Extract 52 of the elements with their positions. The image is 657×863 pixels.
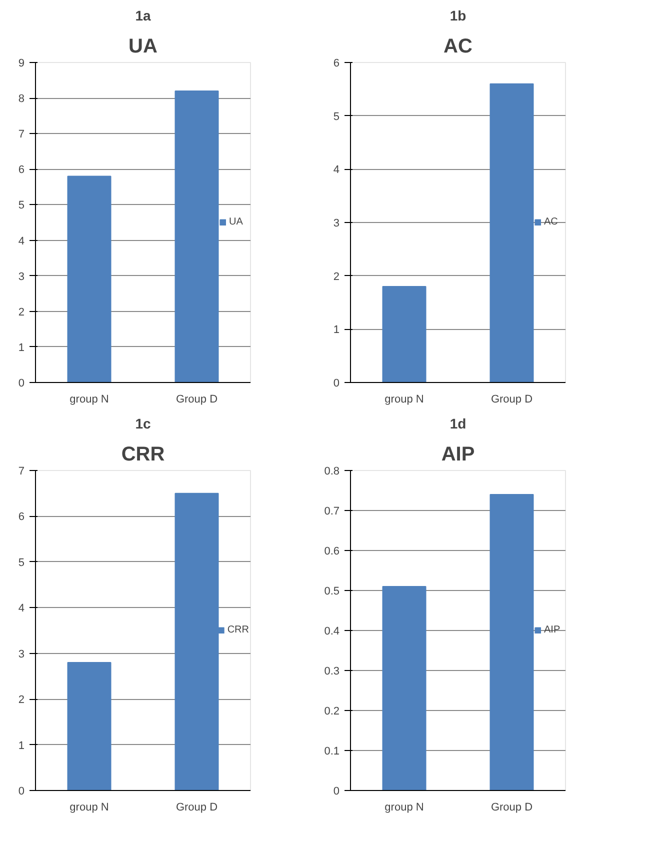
y-tick-label: 3	[18, 270, 25, 283]
x-tick-label: Group D	[176, 394, 218, 406]
y-tick-label: 5	[18, 200, 25, 212]
y-tick-label: 3	[333, 218, 340, 230]
y-tick-label: 8	[18, 93, 25, 106]
y-tick-label: 7	[18, 128, 25, 141]
y-tick-label: 2	[333, 270, 340, 283]
y-tick-label: 4	[18, 602, 25, 615]
y-tick-label: 6	[18, 164, 25, 176]
y-tick-label: 0.8	[324, 466, 340, 478]
y-tick-label: 7	[18, 466, 25, 478]
y-tick-label: 0.2	[324, 706, 340, 718]
chart-title: AIP	[441, 444, 475, 466]
y-tick-label: 4	[333, 164, 340, 176]
y-tick-label: 2	[18, 694, 25, 706]
x-tick-label: group N	[70, 394, 109, 406]
y-tick-label: 2	[18, 306, 25, 318]
x-tick-label: Group D	[490, 394, 533, 406]
y-tick-label: 0.6	[324, 546, 340, 558]
y-tick-label: 1	[18, 342, 25, 354]
y-tick-label: 5	[333, 110, 340, 123]
x-tick-label: group N	[384, 802, 424, 814]
x-tick-label: Group D	[176, 802, 218, 814]
x-tick-label: group N	[70, 802, 109, 814]
y-tick-label: 0	[333, 378, 340, 390]
y-tick-label: 6	[18, 511, 25, 524]
legend-label: CRR	[227, 624, 249, 636]
y-tick-label: 9	[18, 58, 25, 70]
y-tick-label: 3	[18, 648, 25, 660]
chart-title: UA	[128, 36, 158, 58]
x-tick-label: group N	[384, 394, 424, 406]
y-tick-label: 0	[18, 786, 25, 798]
text: 1a	[135, 8, 151, 24]
y-tick-label: 1	[18, 740, 25, 752]
y-tick-label: 6	[333, 58, 340, 70]
y-tick-label: 0.3	[324, 666, 340, 678]
legend-label: UA	[229, 216, 244, 228]
y-tick-label: 1	[333, 324, 340, 336]
y-tick-label: 0	[18, 378, 25, 390]
y-tick-label: 0	[333, 786, 340, 798]
y-tick-label: 0.4	[324, 626, 340, 638]
chart-title: AC	[444, 36, 472, 58]
text: 1d	[450, 416, 466, 432]
x-tick-label: Group D	[490, 802, 533, 814]
chart-title: CRR	[121, 444, 166, 466]
y-tick-label: 5	[18, 556, 25, 569]
y-tick-label: 0.5	[324, 586, 340, 598]
y-tick-label: 4	[18, 235, 25, 248]
text: 1b	[450, 8, 466, 24]
text: 1c	[135, 416, 151, 432]
y-tick-label: 0.1	[324, 746, 340, 758]
y-tick-label: 0.7	[324, 506, 340, 518]
